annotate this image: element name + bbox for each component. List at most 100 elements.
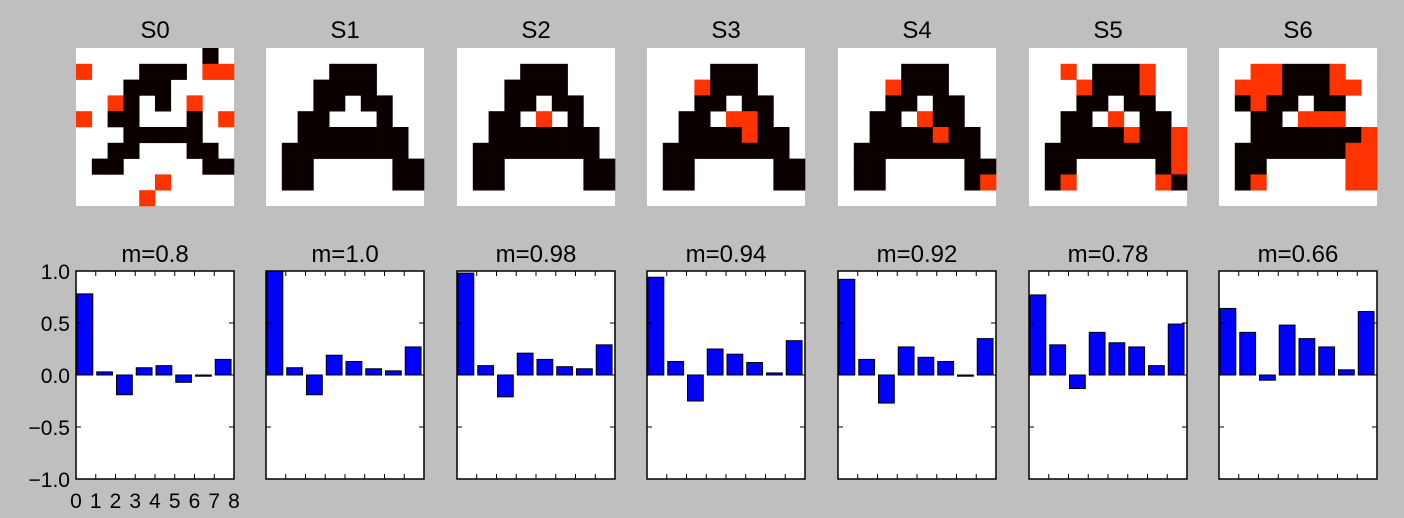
axes-frame (75, 270, 235, 480)
bar (214, 358, 232, 376)
pixel-on (202, 142, 219, 159)
pattern-image (457, 48, 616, 206)
pixel-on (1250, 111, 1267, 128)
pixel-on (964, 127, 981, 144)
pixel-on (1234, 95, 1251, 112)
x-tick-label: 7 (208, 490, 220, 513)
bar-axes (646, 270, 806, 480)
pixel-on (741, 63, 758, 80)
pixel-on (1123, 95, 1140, 112)
pixel-on (1044, 158, 1061, 175)
pixel-on (917, 79, 934, 96)
pixel-flipped (202, 63, 219, 80)
pixel-on (329, 127, 346, 144)
bar (667, 360, 685, 376)
pixel-on (392, 158, 409, 175)
bar (957, 374, 974, 377)
pixel-on (567, 142, 584, 159)
bar (477, 365, 495, 376)
pattern-title: S3 (711, 17, 740, 44)
pixel-on (392, 174, 409, 191)
pattern-title: S4 (902, 17, 931, 44)
pixel-on (488, 158, 505, 175)
bar (1259, 374, 1276, 381)
pixel-on (583, 174, 600, 191)
pixel-on (472, 174, 489, 191)
pixel-on (1282, 79, 1299, 96)
pattern-title: S5 (1093, 17, 1122, 44)
pixel-flipped (1250, 95, 1267, 112)
pixel-on (741, 79, 758, 96)
pixel-flipped (1361, 142, 1378, 159)
bar (785, 340, 803, 376)
pixel-on (313, 79, 330, 96)
pixel-on (1250, 127, 1267, 144)
pixel-on (869, 142, 886, 159)
pixel-on (710, 142, 727, 159)
bar-axes (265, 270, 425, 480)
x-tick-label: 8 (228, 490, 240, 513)
pixel-on (694, 95, 711, 112)
bar (1338, 369, 1355, 376)
pixel-on (520, 127, 537, 144)
pixel-on (1076, 111, 1093, 128)
bar-title: m=0.98 (496, 241, 577, 268)
bar-title: m=0.78 (1068, 241, 1149, 268)
pixel-on (901, 63, 918, 80)
pixel-on (107, 111, 124, 128)
pixel-on (917, 142, 934, 159)
pixel-on (901, 142, 918, 159)
pixel-on (885, 95, 902, 112)
pixel-flipped (1171, 158, 1188, 175)
pixel-on (504, 142, 521, 159)
pixel-on (281, 158, 298, 175)
pixel-on (155, 127, 172, 144)
pixel-on (1282, 95, 1299, 112)
pixel-on (392, 142, 409, 159)
pixel-on (1234, 158, 1251, 175)
pixel-on (345, 79, 362, 96)
pixel-on (885, 142, 902, 159)
x-tick-label: 0 (70, 490, 82, 513)
pixel-on (678, 174, 695, 191)
pixel-flipped (155, 174, 172, 191)
pixel-on (1092, 127, 1109, 144)
pixel-on (360, 142, 377, 159)
bar (497, 374, 514, 398)
pixel-flipped (1329, 63, 1346, 80)
pixel-on (1266, 95, 1283, 112)
pixel-flipped (1108, 111, 1125, 128)
pixel-on (536, 79, 553, 96)
bar (726, 353, 744, 376)
pixel-on (1329, 95, 1346, 112)
pixel-on (583, 127, 600, 144)
pixel-on (1345, 127, 1362, 144)
pixel-on (948, 111, 965, 128)
axes-frame (646, 270, 806, 480)
pixel-on (139, 127, 156, 144)
bar (516, 352, 534, 376)
pixel-on (170, 63, 187, 80)
pixel-on (1298, 79, 1315, 96)
pixel-on (186, 111, 203, 128)
y-tick-label: −1.0 (29, 469, 70, 492)
pixel-on (757, 95, 774, 112)
pixel-on (726, 63, 743, 80)
pattern-title: S0 (140, 17, 169, 44)
pixel-on (360, 63, 377, 80)
pixel-on (1155, 142, 1172, 159)
pixel-on (376, 142, 393, 159)
pixel-on (1076, 95, 1093, 112)
pixel-on (567, 95, 584, 112)
pixel-flipped (1298, 111, 1315, 128)
pixel-on (662, 142, 679, 159)
pixel-on (741, 95, 758, 112)
pixel-on (1266, 142, 1283, 159)
pixel-on (408, 174, 425, 191)
bar (286, 367, 304, 376)
pixel-on (1108, 79, 1125, 96)
bar (1088, 331, 1106, 376)
bar (766, 372, 783, 376)
pixel-on (472, 142, 489, 159)
pixel-flipped (885, 79, 902, 96)
